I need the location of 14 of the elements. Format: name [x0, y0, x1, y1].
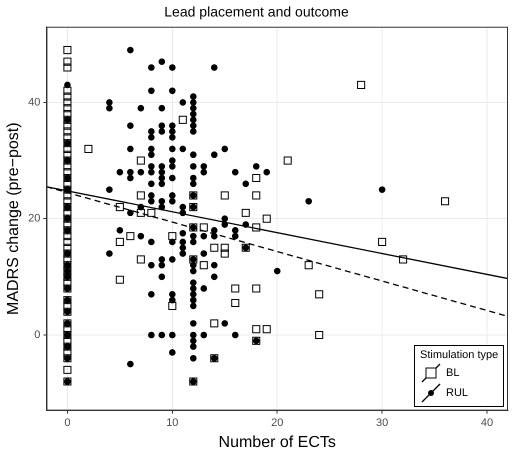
legend-label: RUL [446, 386, 468, 399]
x-tick-label: 30 [376, 417, 388, 430]
y-axis-title: MADRS change (pre−post) [5, 122, 22, 315]
x-tick-label: 0 [64, 417, 70, 430]
y-tick-label: 40 [28, 96, 40, 108]
x-tick-label: 40 [480, 417, 494, 430]
y-tick-label: 0 [34, 329, 40, 342]
chart-title: Lead placement and outcome [164, 3, 349, 20]
legend-label: BL [446, 366, 460, 379]
x-tick-label: 10 [166, 417, 178, 430]
x-axis-title: Number of ECTs [218, 434, 336, 451]
legend-title: Stimulation type [420, 348, 498, 361]
x-tick-label: 20 [271, 417, 284, 430]
y-tick-label: 20 [28, 212, 40, 225]
